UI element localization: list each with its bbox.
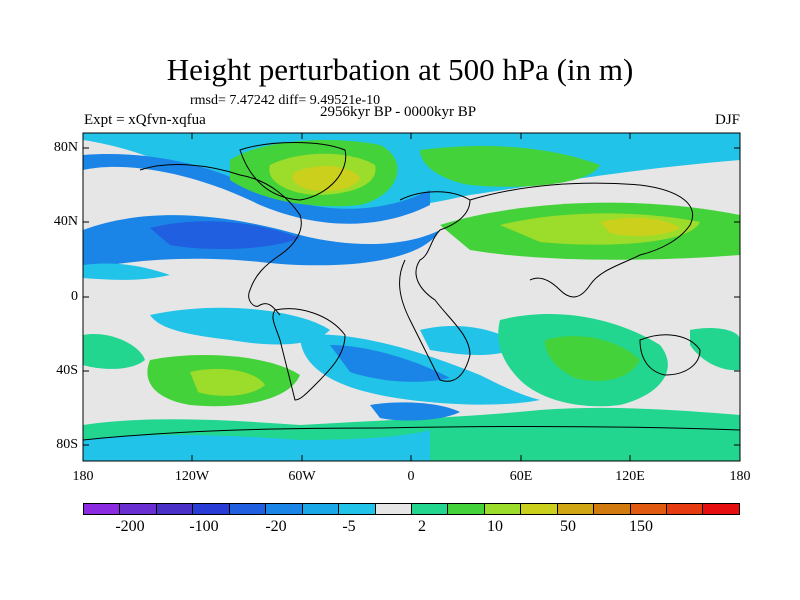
colorbar-swatch-12 (484, 504, 522, 514)
colorbar-label-6: 10 (487, 518, 503, 535)
y-label-80n: 80N (53, 140, 78, 155)
colorbar (83, 503, 740, 515)
axis-ticks (82, 133, 741, 461)
colorbar-swatch-3 (156, 504, 194, 514)
contour-fill (83, 133, 740, 461)
contour-satlantic-blue (330, 345, 450, 382)
contour-sh-lightblue-2 (420, 325, 520, 355)
colorbar-swatch-2 (120, 504, 157, 514)
coastlines (83, 142, 740, 441)
colorbar-label-7: 50 (560, 518, 576, 535)
coast-europe-africa (399, 191, 471, 382)
contour-midlat-darkblue (150, 221, 300, 250)
colorbar-swatch-17 (667, 504, 704, 514)
colorbar-label-4: -5 (342, 518, 356, 535)
coast-asia (469, 182, 693, 298)
colorbar-label-3: -20 (265, 518, 287, 535)
colorbar-swatch-14 (557, 504, 595, 514)
y-label-0: 0 (71, 289, 78, 304)
x-label-180w: 180 (72, 469, 94, 484)
coast-antarctica (83, 425, 740, 441)
colorbar-label-2: -100 (189, 518, 219, 535)
x-label-60e: 60E (509, 469, 533, 484)
experiment-label: Expt = xQfvn-xqfua (84, 112, 206, 128)
x-label-60w: 60W (288, 469, 316, 484)
colorbar-swatch-16 (630, 504, 667, 514)
coast-north-america (139, 164, 302, 316)
colorbar-swatch-9 (375, 504, 412, 514)
colorbar-swatch-4 (193, 504, 230, 514)
colorbar-swatch-6 (266, 504, 303, 514)
contour-antarctic-blue (370, 402, 460, 421)
contour-asia-ridge-yellow (600, 217, 680, 236)
y-label-40n: 40N (53, 214, 78, 229)
page-title: Height perturbation at 500 hPa (in m) (166, 52, 634, 87)
colorbar-swatch-10 (411, 504, 449, 514)
colorbar-label-1: -200 (115, 518, 145, 535)
y-label-40s: 40S (56, 363, 78, 378)
x-label-120w: 120W (174, 469, 210, 484)
season-label: DJF (714, 112, 740, 128)
period-label: 2956kyr BP - 0000kyr BP (320, 104, 477, 120)
contour-spacific-yellowgreen (190, 368, 265, 396)
contour-siberia-lime (420, 145, 600, 187)
contour-tropic-lightblue (83, 263, 170, 280)
x-label-180e: 180 (729, 469, 751, 484)
colorbar-swatch-18 (703, 504, 739, 514)
colorbar-swatch-15 (594, 504, 631, 514)
contour-sh-lightblue-1 (150, 307, 330, 345)
colorbar-label-8: 150 (629, 518, 653, 535)
coast-south-america (272, 308, 346, 401)
y-label-80s: 80S (56, 437, 78, 452)
colorbar-swatch-13 (521, 504, 558, 514)
coast-greenland (239, 142, 347, 201)
coast-australia (639, 334, 701, 376)
contour-greenland-yellow (292, 166, 360, 192)
contour-sh-green-east (690, 328, 740, 371)
colorbar-swatch-8 (339, 504, 376, 514)
contour-indian-lime (545, 336, 640, 381)
x-label-0: 0 (407, 469, 415, 484)
x-label-120e: 120E (615, 469, 645, 484)
colorbar-swatch-11 (448, 504, 485, 514)
colorbar-swatch-5 (229, 504, 267, 514)
colorbar-swatch-7 (302, 504, 340, 514)
contour-sh-green-west (83, 334, 145, 369)
colorbar-swatch-1 (84, 504, 121, 514)
contour-antarctic-lightblue (83, 430, 430, 461)
colorbar-label-5: 2 (418, 518, 426, 535)
stats-line: rmsd= 7.47242 diff= 9.49521e-10 (190, 93, 381, 108)
